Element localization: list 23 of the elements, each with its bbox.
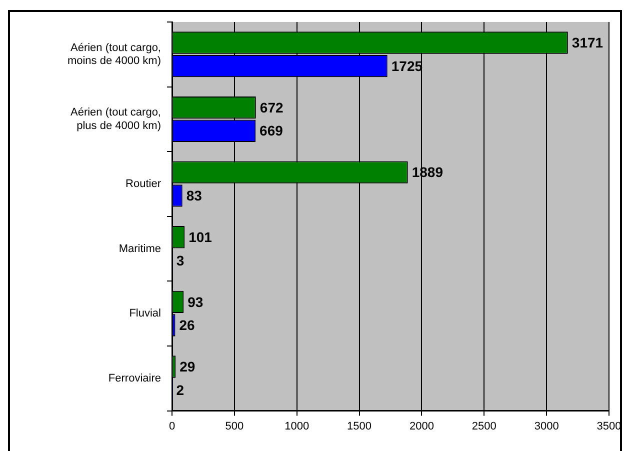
x-tick-label: 500 bbox=[225, 420, 244, 432]
y-tick-label: Routier bbox=[126, 178, 162, 190]
y-tick-label: Aérien (tout cargo, moins de 4000 km) bbox=[67, 42, 161, 68]
data-label: 93 bbox=[188, 294, 204, 310]
data-label: 83 bbox=[186, 188, 202, 204]
x-tick-label: 1500 bbox=[347, 420, 372, 432]
data-label: 101 bbox=[188, 228, 212, 245]
data-label: 669 bbox=[260, 122, 284, 139]
x-tick-label: 3000 bbox=[534, 420, 559, 432]
data-label: 26 bbox=[179, 317, 196, 334]
y-tick-label: Aérien (tout cargo, plus de 4000 km) bbox=[70, 106, 161, 132]
data-label: 2 bbox=[176, 382, 184, 398]
data-label: 3 bbox=[176, 252, 184, 268]
y-tick-label: Ferroviaire bbox=[108, 372, 161, 384]
x-tick-label: 1000 bbox=[284, 420, 310, 432]
x-tick-label: 2500 bbox=[472, 420, 496, 432]
y-tick-label: Maritime bbox=[118, 242, 161, 255]
x-tick-label: 0 bbox=[168, 420, 176, 432]
data-label: 29 bbox=[180, 358, 196, 375]
y-tick-label: Fluvial bbox=[129, 308, 161, 320]
data-label: 3171 bbox=[572, 34, 604, 51]
x-tick-label: 2000 bbox=[409, 420, 434, 432]
data-label: 672 bbox=[260, 99, 284, 116]
